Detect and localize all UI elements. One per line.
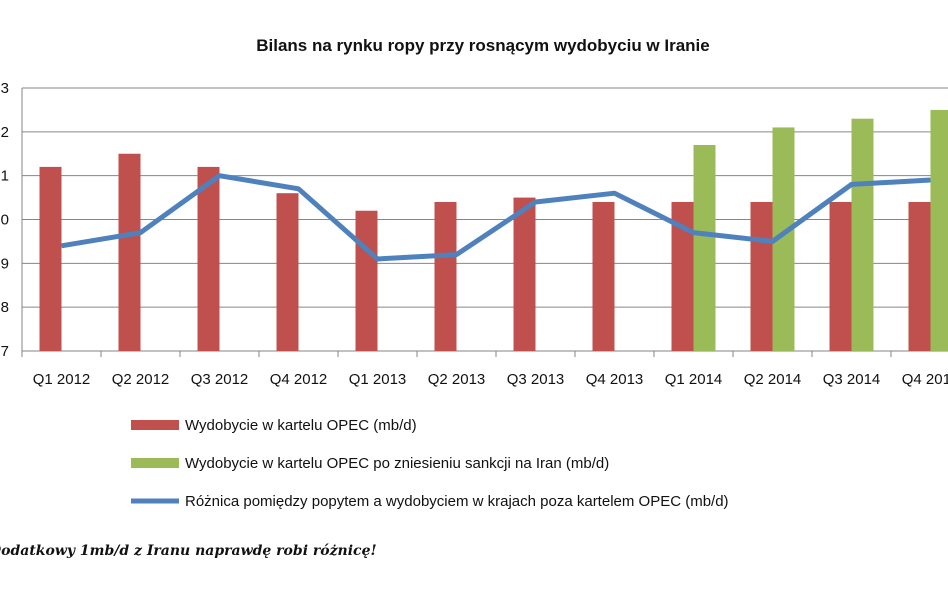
- bar-opec: [118, 153, 141, 351]
- bar-opec: [434, 201, 457, 351]
- bar-opec: [513, 197, 536, 351]
- x-tick-label: Q4 2012: [270, 371, 328, 388]
- x-tick-label: Q3 2013: [507, 371, 565, 388]
- legend-swatch-opec: [131, 420, 179, 430]
- bar-opec-after-sanctions: [772, 127, 795, 351]
- chart-title: Bilans na rynku ropy przy rosnącym wydob…: [256, 36, 709, 55]
- x-tick-label: Q4 2014: [902, 371, 948, 388]
- legend-label: Wydobycie w kartelu OPEC po zniesieniu s…: [185, 455, 609, 472]
- y-tick-label: 33: [0, 80, 9, 97]
- y-tick-label: 28: [0, 299, 9, 316]
- x-tick-label: Q2 2013: [428, 371, 486, 388]
- bar-opec: [197, 166, 220, 351]
- footnote: Dodatkowy 1mb/d z Iranu naprawdę robi ró…: [0, 543, 377, 559]
- x-tick-label: Q3 2012: [191, 371, 249, 388]
- bar-opec-after-sanctions: [693, 144, 716, 351]
- bar-opec: [39, 166, 62, 351]
- bar-opec: [276, 193, 299, 351]
- x-tick-label: Q3 2014: [823, 371, 881, 388]
- bar-opec: [908, 201, 931, 351]
- x-tick-label: Q4 2013: [586, 371, 644, 388]
- line-non-opec-balance: [61, 173, 931, 262]
- x-tick-label: Q2 2012: [112, 371, 170, 388]
- legend-swatch-opec-after-sanctions: [131, 458, 179, 468]
- bar-opec: [671, 201, 694, 351]
- bar-opec: [829, 201, 852, 351]
- y-tick-label: 31: [0, 168, 9, 185]
- y-tick-label: 29: [0, 255, 9, 272]
- legend-label: Różnica pomiędzy popytem a wydobyciem w …: [185, 493, 729, 510]
- bar-opec: [592, 201, 615, 351]
- bar-opec: [355, 210, 378, 351]
- x-tick-label: Q1 2014: [665, 371, 723, 388]
- x-tick-label: Q1 2013: [349, 371, 407, 388]
- y-tick-label: 30: [0, 212, 9, 229]
- y-tick-label: 32: [0, 124, 9, 141]
- legend-label: Wydobycie w kartelu OPEC (mb/d): [185, 417, 417, 434]
- y-tick-label: 27: [0, 343, 9, 360]
- x-tick-label: Q1 2012: [33, 371, 91, 388]
- x-tick-label: Q2 2014: [744, 371, 802, 388]
- bar-opec-after-sanctions: [851, 118, 874, 351]
- bar-opec-after-sanctions: [930, 109, 948, 352]
- bar-opec: [750, 201, 773, 351]
